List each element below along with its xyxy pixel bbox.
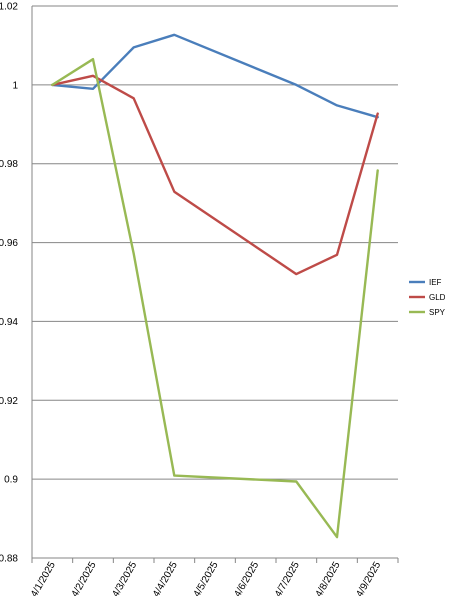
x-tick-label: 4/2/2025 (70, 560, 99, 596)
y-tick-label: 1 (12, 80, 18, 91)
y-tick-label: 0.88 (0, 554, 18, 565)
y-tick-label: 0.94 (0, 317, 18, 328)
y-tick-label: 0.96 (0, 238, 18, 249)
x-tick-label: 4/4/2025 (151, 560, 180, 596)
y-tick-label: 1.02 (0, 2, 18, 13)
x-tick-label: 4/6/2025 (232, 560, 261, 596)
legend-label-ief: IEF (429, 278, 442, 287)
series-line-spy (51, 58, 379, 539)
x-tick-label: 4/7/2025 (273, 560, 302, 596)
x-tick-label: 4/5/2025 (192, 560, 221, 596)
legend-label-spy: SPY (429, 308, 446, 317)
x-tick-label: 4/9/2025 (354, 560, 383, 596)
legend-label-gld: GLD (429, 293, 446, 302)
x-tick-label: 4/8/2025 (314, 560, 343, 596)
y-tick-label: 0.9 (4, 475, 18, 486)
series-line-gld (51, 74, 379, 276)
y-tick-label: 0.98 (0, 159, 18, 170)
y-tick-label: 0.92 (0, 396, 18, 407)
x-tick-label: 4/3/2025 (110, 560, 139, 596)
x-tick-label: 4/1/2025 (29, 560, 58, 596)
series-line-ief (51, 33, 379, 119)
